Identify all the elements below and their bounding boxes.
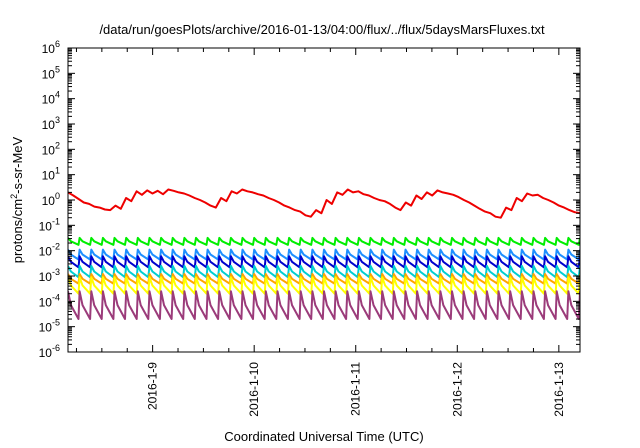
y-tick-label-base: 10 [39,295,53,309]
y-tick-label: 10-1 [39,216,60,233]
y-axis-label-sup: 2 [9,194,19,199]
y-tick-label: 10-3 [39,267,60,284]
x-tick-label: 2016-1-12 [450,362,464,417]
y-tick-label: 102 [42,140,60,157]
x-tick-label: 2016-1-11 [349,362,363,416]
y-tick-label-exp: -6 [52,343,60,353]
y-tick-label-exp: -1 [52,216,60,226]
y-axis-label-prefix: protons/cm [10,199,25,263]
y-tick-label-base: 10 [39,321,53,335]
y-tick-label-base: 10 [39,270,53,284]
series-line-1 [68,188,580,219]
y-tick-label: 10-4 [39,292,60,309]
y-tick-label-exp: 3 [55,115,60,125]
series-line-7 [68,276,580,295]
y-tick-label: 10-2 [39,242,60,259]
y-axis-label-suffix: -s-sr-MeV [10,136,25,193]
chart-title: /data/run/goesPlots/archive/2016-01-13/0… [99,22,545,37]
y-tick-label-base: 10 [42,194,56,208]
y-tick-label-base: 10 [39,245,53,259]
y-tick-label: 10-6 [39,343,60,360]
x-axis-label: Coordinated Universal Time (UTC) [224,429,423,444]
y-tick-label: 100 [42,191,60,208]
y-tick-label-exp: 4 [55,90,60,100]
y-tick-label-exp: -5 [52,318,60,328]
y-tick-label-base: 10 [39,346,53,360]
y-tick-label: 101 [42,166,60,183]
y-tick-label-base: 10 [42,42,56,56]
y-tick-label-exp: 2 [55,140,60,150]
y-tick-label-base: 10 [42,67,56,81]
y-tick-label-exp: -3 [52,267,60,277]
y-tick-label: 103 [42,115,60,132]
y-tick-label-base: 10 [42,169,56,183]
x-tick-label: 2016-1-10 [247,362,261,417]
y-tick-label: 104 [42,90,60,107]
series-line-2 [68,236,580,246]
y-tick-label-base: 10 [42,118,56,132]
y-tick-label-exp: 0 [55,191,60,201]
y-tick-label: 106 [42,39,60,56]
x-tick-label: 2016-1-13 [552,362,566,417]
y-axis-label: protons/cm2-s-sr-MeV [9,136,25,263]
y-tick-label: 105 [42,64,60,81]
y-tick-label-base: 10 [42,93,56,107]
x-tick-label: 2016-1-9 [146,362,160,410]
y-tick-label: 10-5 [39,318,60,335]
y-tick-label-base: 10 [39,219,53,233]
series-line-8 [68,290,580,320]
y-tick-label-exp: -4 [52,292,60,302]
y-tick-label-base: 10 [42,143,56,157]
y-tick-label-exp: 6 [55,39,60,49]
y-tick-label-exp: 1 [55,166,60,176]
y-tick-label-exp: 5 [55,64,60,74]
y-tick-label-exp: -2 [52,242,60,252]
